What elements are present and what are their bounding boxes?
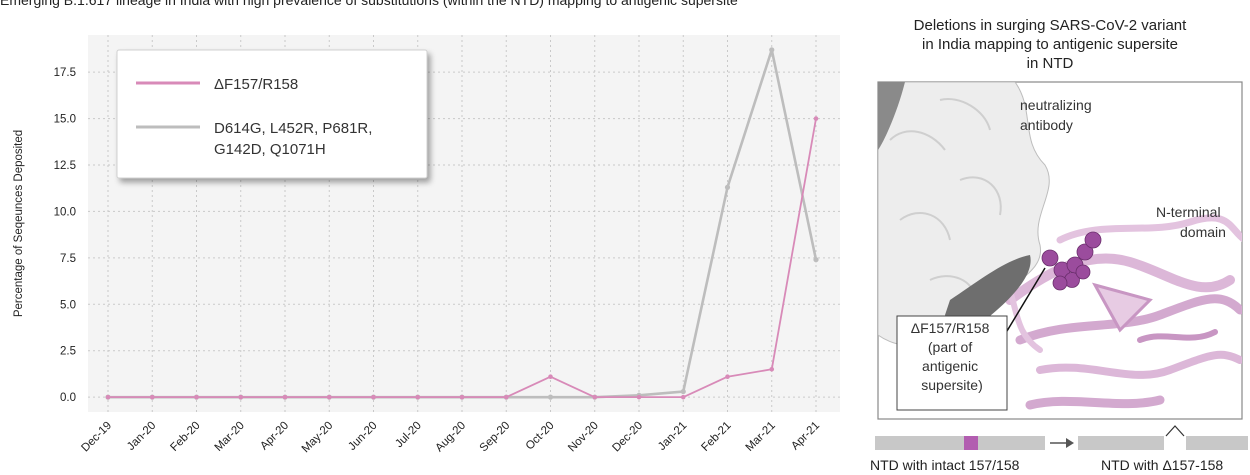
x-tick-label: Oct-20 [524, 420, 557, 453]
ntd-label: N-terminal domain [1156, 204, 1226, 240]
deletion-label-box [896, 315, 1008, 411]
x-tick-label: Dec-20 [610, 420, 645, 455]
data-point-deletion [238, 394, 244, 400]
x-tick-label: Mar-21 [744, 420, 778, 454]
legend-label-substitutions: D614G, L452R, P681R, G142D, Q1071H [214, 120, 377, 158]
x-tick-label: Apr-21 [789, 420, 822, 453]
intact-ntd-label: NTD with intact 157/158 [870, 457, 1020, 473]
x-tick-label: Feb-20 [168, 420, 202, 454]
legend-box [116, 49, 428, 179]
data-point-substitutions [769, 47, 775, 53]
data-point-deletion [415, 394, 421, 400]
data-point-deletion [680, 394, 686, 400]
structure-panel: neutralizing antibody N-terminal domain … [877, 81, 1243, 420]
data-point-deletion [149, 394, 155, 400]
deleted-ntd-bar-right [1186, 436, 1248, 450]
x-tick-label: Dec-19 [79, 420, 114, 455]
data-point-deletion [194, 394, 199, 400]
data-point-deletion [548, 374, 553, 380]
data-point-substitutions [813, 257, 819, 263]
data-point-substitutions [680, 388, 686, 395]
x-tick-label: Jun-20 [346, 420, 379, 453]
chart-series [105, 47, 819, 400]
deletion-caret [1165, 425, 1185, 437]
top-caption: Emerging B.1.617 lineage in India with h… [0, 0, 738, 8]
data-point-deletion [636, 394, 642, 400]
y-tick-label: 17.5 [54, 67, 76, 79]
antibody-label: neutralizing antibody [1020, 97, 1096, 133]
data-point-deletion [105, 394, 111, 400]
deletion-label: ΔF157/R158 (part of antigenic supersite) [911, 320, 994, 393]
data-point-deletion [769, 366, 775, 372]
data-point-deletion [459, 394, 465, 400]
legend-label-deletion: ΔF157/R158 [214, 76, 298, 93]
y-tick-label: 15.0 [54, 114, 76, 126]
ntd-ribbon [997, 214, 1242, 410]
y-tick-label: 2.5 [60, 346, 76, 358]
structure-panel-title: Deletions in surging SARS-CoV-2 variant … [913, 17, 1187, 72]
x-tick-label: May-20 [300, 420, 336, 456]
x-tick-label: Jul-20 [393, 420, 424, 451]
y-tick-label: 12.5 [54, 160, 76, 172]
y-axis-label: Percentage of Seqeunces Deposited [13, 130, 25, 317]
x-tick-label: Nov-20 [566, 420, 601, 455]
x-tick-label: Feb-21 [699, 420, 733, 454]
data-point-deletion [282, 394, 288, 400]
data-point-deletion [371, 394, 376, 400]
x-tick-label: Mar-20 [213, 420, 247, 454]
schematic-arrow-head [1066, 438, 1074, 448]
intact-ntd-bar [875, 436, 1045, 450]
antibody-surface [878, 82, 1050, 347]
y-tick-label: 10.0 [54, 206, 76, 218]
deleted-ntd-label: NTD with Δ157-158 [1101, 457, 1224, 473]
data-point-deletion [813, 116, 819, 121]
x-tick-label: Aug-20 [433, 420, 468, 455]
y-tick-label: 5.0 [60, 299, 76, 311]
x-tick-label: Jan-21 [656, 420, 689, 453]
intact-site-marker [964, 436, 978, 450]
data-point-substitutions [724, 184, 731, 190]
ntd-schematic [875, 425, 1248, 450]
data-point-substitutions [547, 394, 554, 400]
y-tick-label: 7.5 [60, 253, 76, 265]
y-tick-label: 0.0 [60, 392, 76, 404]
x-tick-label: Apr-20 [258, 420, 291, 453]
data-point-deletion [592, 394, 598, 400]
x-tick-label: Jan-20 [125, 420, 158, 453]
data-point-deletion [503, 394, 509, 400]
chart-legend: ΔF157/R158 D614G, L452R, P681R, G142D, Q… [116, 49, 428, 179]
x-tick-label: Sep-20 [478, 420, 513, 455]
deleted-ntd-bar-left [1078, 436, 1164, 450]
data-point-deletion [725, 374, 730, 380]
data-point-deletion [326, 394, 332, 400]
deletion-spheres [1041, 231, 1102, 291]
